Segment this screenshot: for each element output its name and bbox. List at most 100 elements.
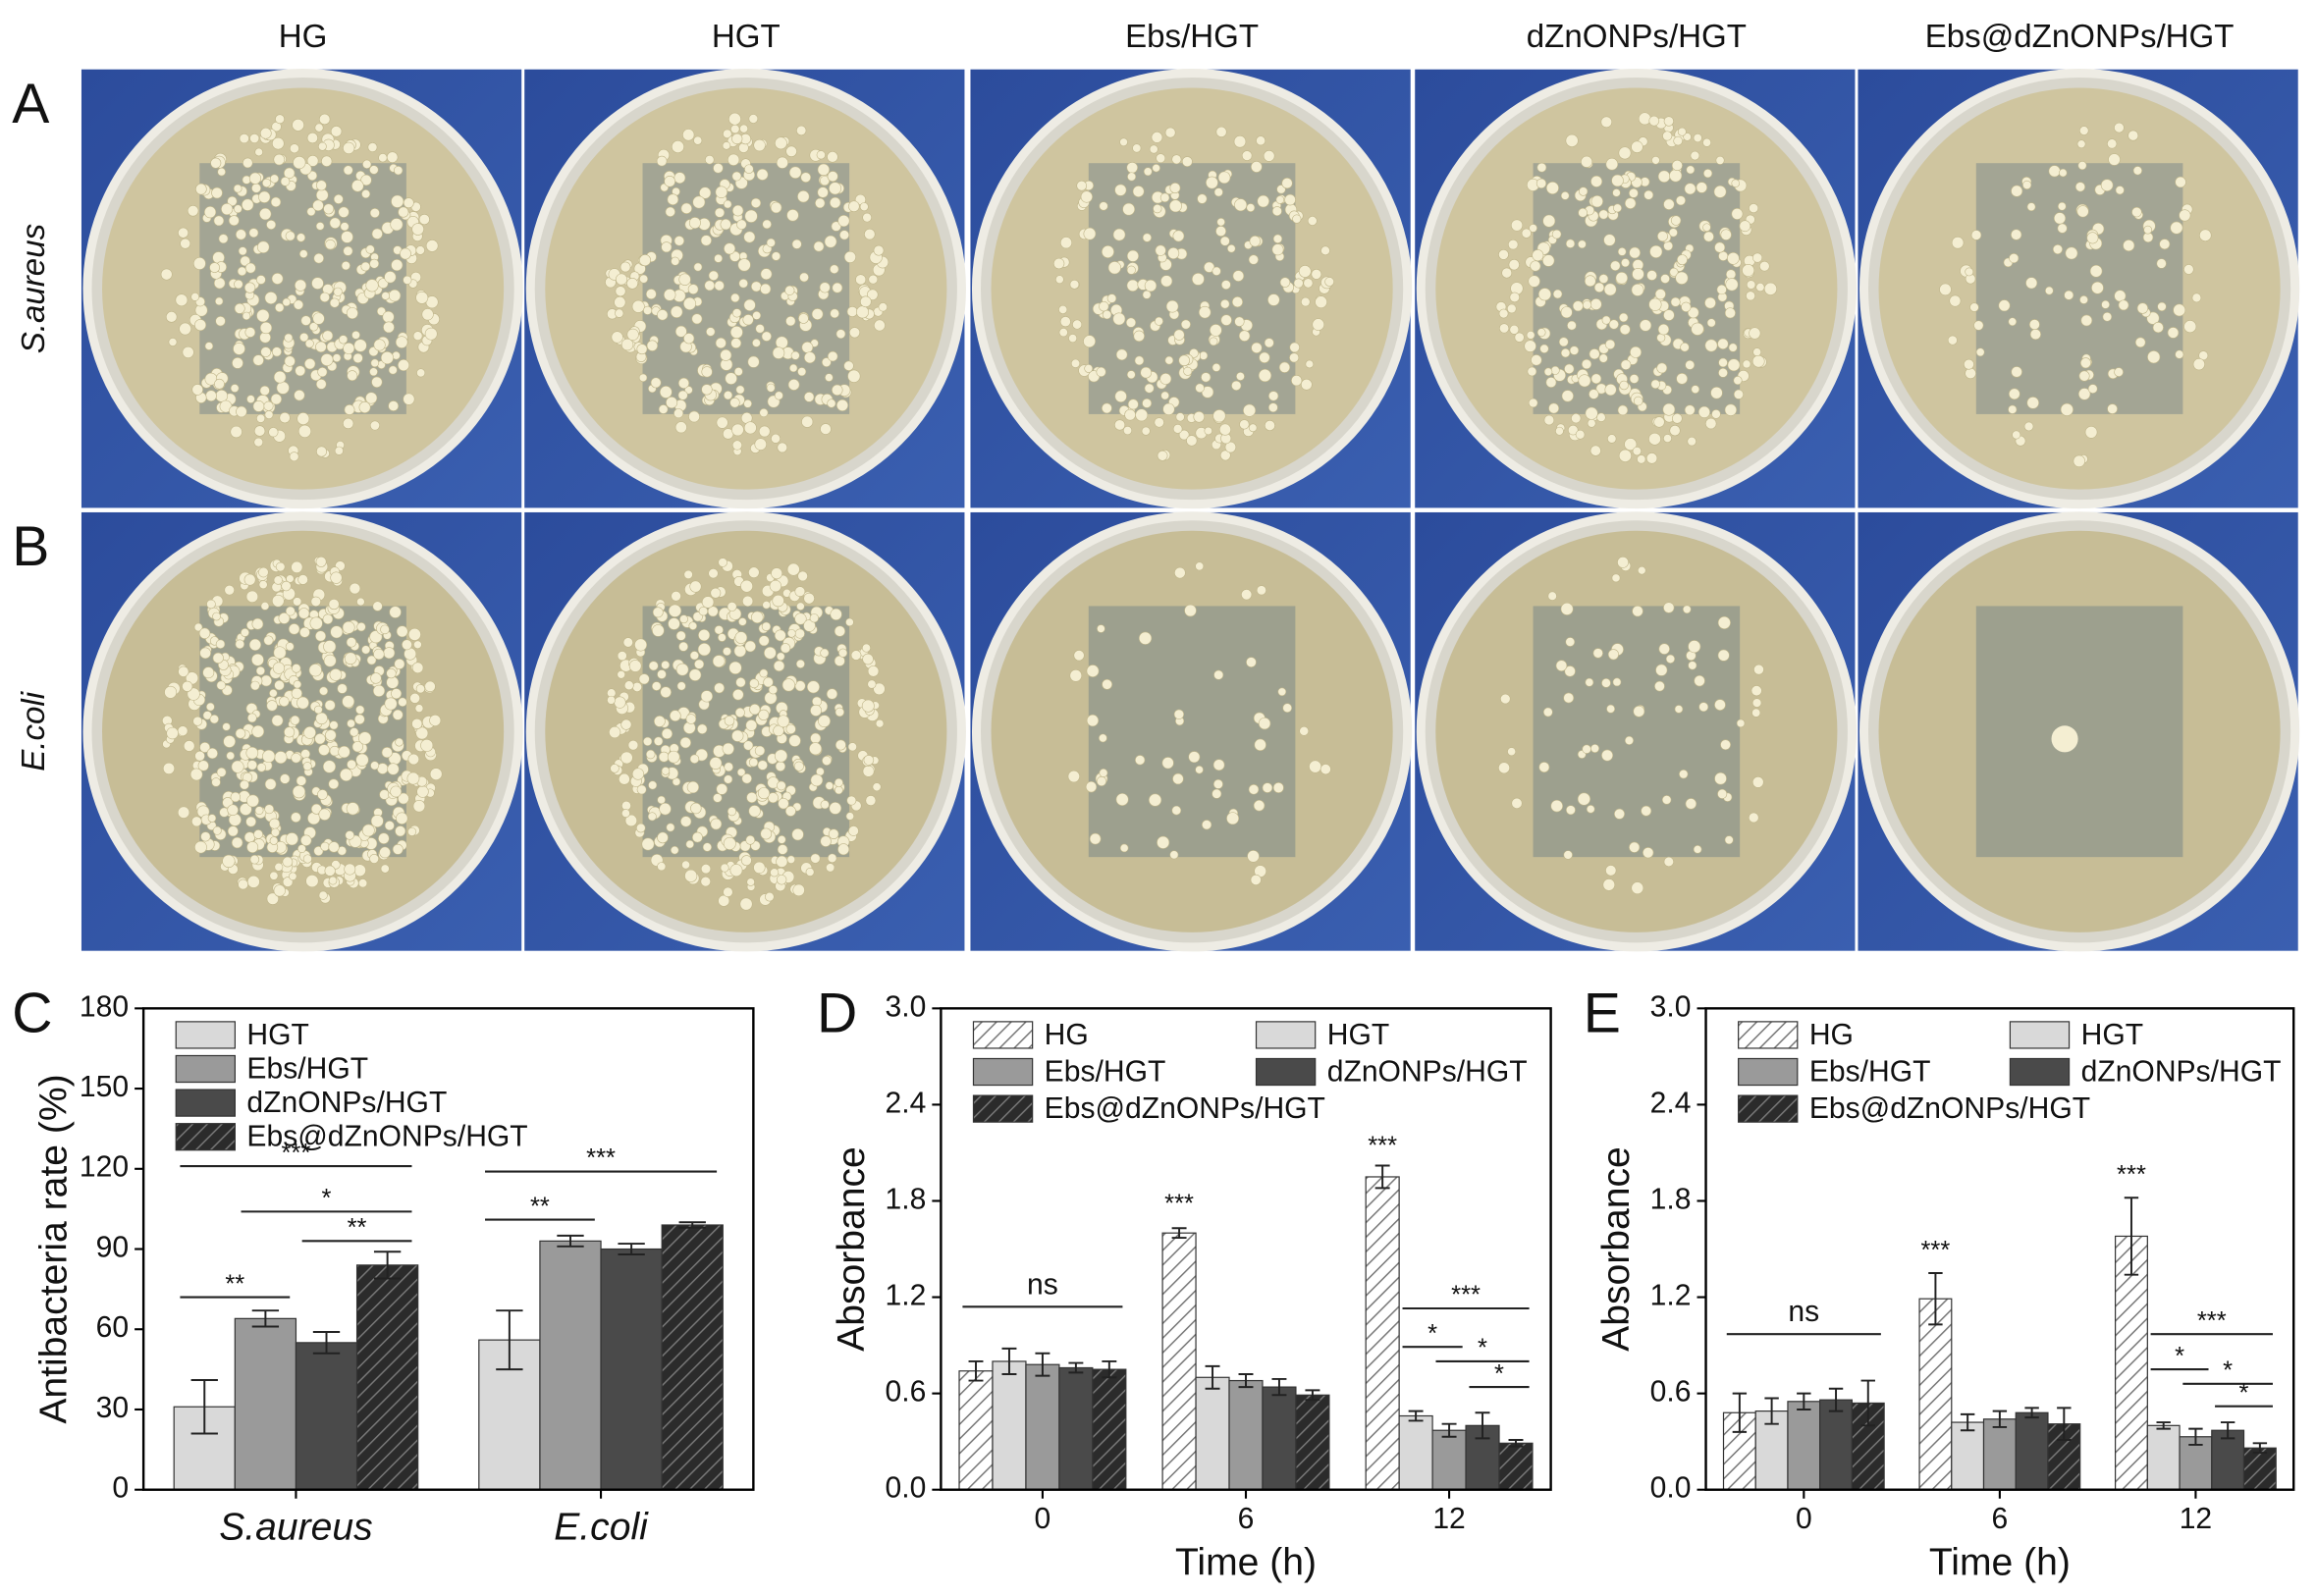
colony	[306, 207, 316, 217]
colony	[2089, 264, 2103, 278]
colony	[1638, 112, 1651, 126]
colony	[1643, 847, 1654, 859]
colony	[826, 688, 838, 700]
colony	[317, 141, 327, 151]
colony	[1674, 705, 1684, 714]
colony	[299, 333, 309, 343]
colony	[718, 558, 727, 567]
colony	[1531, 354, 1542, 366]
colony	[683, 296, 697, 310]
colony	[304, 339, 314, 348]
colony	[679, 614, 688, 624]
colony	[280, 773, 291, 784]
colony	[367, 142, 378, 152]
colony	[1149, 144, 1158, 154]
colony	[396, 625, 408, 638]
colony	[716, 416, 728, 429]
colony	[1126, 249, 1139, 262]
colony	[1282, 703, 1293, 714]
colony	[1112, 312, 1126, 326]
colony	[370, 358, 380, 368]
colony	[682, 129, 695, 141]
colony	[2008, 388, 2020, 400]
colony	[251, 724, 265, 738]
colony	[847, 742, 857, 752]
colony	[1728, 343, 1738, 352]
colony	[777, 715, 790, 728]
colony	[674, 325, 687, 338]
colony	[1560, 347, 1571, 358]
colony	[1527, 366, 1537, 377]
colony	[386, 151, 399, 163]
colony	[776, 156, 788, 169]
colony	[338, 335, 349, 345]
colony	[366, 655, 377, 665]
colony	[322, 760, 337, 773]
colony	[727, 153, 740, 166]
colony	[1085, 780, 1098, 793]
colony	[1733, 376, 1743, 386]
error-bar	[1732, 1392, 1748, 1433]
colony	[2012, 430, 2021, 440]
colony	[296, 233, 306, 242]
colony	[391, 688, 403, 700]
colony	[209, 262, 220, 273]
colony	[273, 575, 283, 585]
error-bar	[190, 1379, 218, 1435]
colony	[1620, 359, 1632, 370]
colony	[1742, 359, 1751, 369]
error-bar	[1102, 1359, 1117, 1379]
colony	[1539, 344, 1549, 353]
colony	[786, 628, 796, 638]
colony	[295, 365, 306, 377]
colony	[198, 627, 211, 639]
bar	[1161, 1232, 1197, 1491]
colony	[821, 357, 832, 367]
colony	[376, 306, 387, 316]
colony	[1545, 182, 1559, 194]
colony	[723, 391, 733, 400]
bar	[661, 1224, 724, 1491]
colony	[411, 662, 424, 674]
colony	[1543, 367, 1553, 377]
colony	[1746, 280, 1756, 290]
colony	[690, 802, 702, 815]
colony	[2087, 384, 2098, 394]
colony	[713, 163, 724, 174]
significance-label: *	[1478, 1335, 1487, 1362]
colony	[347, 718, 355, 728]
colony	[416, 785, 429, 798]
colony	[764, 646, 777, 660]
colony	[248, 228, 259, 239]
colony	[775, 761, 786, 771]
colony	[1648, 297, 1662, 311]
colony	[734, 631, 748, 644]
colony	[1704, 296, 1716, 309]
colony	[1069, 279, 1080, 290]
colony	[254, 147, 263, 157]
colony	[384, 271, 397, 284]
colony	[306, 154, 319, 167]
colony	[305, 874, 319, 888]
colony	[1575, 429, 1586, 440]
colony	[1551, 229, 1562, 239]
colony	[708, 568, 719, 579]
colony	[1206, 176, 1218, 189]
colony	[1508, 259, 1520, 271]
colony	[300, 749, 311, 760]
colony	[177, 725, 189, 736]
colony	[270, 393, 283, 405]
colony	[855, 274, 867, 286]
colony	[254, 806, 264, 816]
colony	[827, 399, 836, 408]
colony	[1231, 380, 1242, 391]
colony	[636, 784, 647, 795]
colony	[1135, 408, 1149, 422]
colony	[1582, 300, 1592, 310]
significance-label: ***	[1451, 1282, 1481, 1309]
colony	[698, 606, 709, 616]
colony	[1224, 441, 1237, 453]
colony	[777, 844, 788, 855]
colony	[275, 561, 286, 572]
colony	[615, 286, 626, 297]
